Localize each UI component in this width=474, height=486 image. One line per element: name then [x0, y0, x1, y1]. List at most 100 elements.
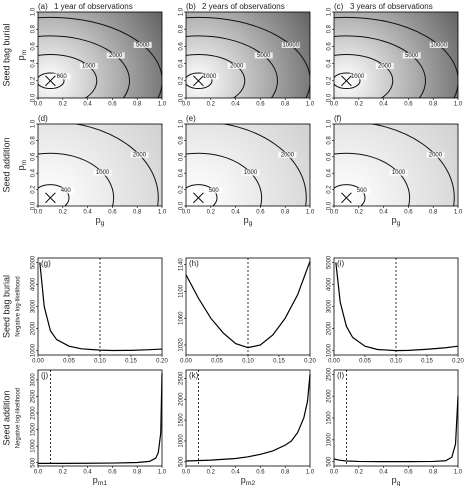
y-tick-label: 0.0 — [31, 201, 37, 210]
y-axis-label-sub: m — [21, 49, 28, 55]
heatmap — [38, 124, 162, 206]
x-tick-label: 0.20 — [452, 359, 464, 365]
y-tick-label: 4000 — [327, 277, 333, 291]
y-tick-label: 0.2 — [179, 76, 185, 85]
y-tick-label: 0.6 — [31, 152, 37, 161]
panel-label: (i) — [337, 259, 344, 268]
y-tick-label: 0.8 — [31, 24, 37, 33]
x-tick-label: 0.8 — [281, 210, 290, 216]
frame — [185, 11, 311, 99]
x-tick-label: 0.8 — [281, 102, 290, 108]
x-tick-label: 0.05 — [63, 359, 75, 365]
contour-label: 1000 — [392, 170, 406, 176]
x-tick-label: 0.6 — [256, 470, 265, 476]
x-axis-label-base: p — [392, 475, 397, 485]
heatmap — [186, 124, 310, 206]
x-tick-label: 0.2 — [355, 102, 364, 108]
contour-line — [38, 184, 70, 206]
contour-label-bg — [130, 151, 149, 158]
contour-label-bg — [56, 187, 75, 194]
curve — [39, 262, 163, 352]
panel-label: (k) — [189, 371, 199, 380]
panel-title: 1 year of observations — [54, 2, 133, 11]
contour-label-bg — [389, 169, 408, 176]
x-axis-label-sub: g — [397, 480, 401, 486]
x-tick-label: 0.10 — [390, 359, 402, 365]
y-tick-label: 0.8 — [327, 136, 333, 145]
y-tick-label: 0.8 — [31, 136, 37, 145]
contour-label-bg — [281, 41, 300, 48]
contour-line — [186, 16, 310, 98]
y-tick-label: 1500 — [179, 413, 185, 427]
y-tick-label: 2000 — [31, 406, 37, 420]
x-tick-label: 1.0 — [454, 102, 463, 108]
y-axis-label-base: p — [16, 55, 26, 60]
y-tick-label: 1020 — [179, 338, 185, 352]
curve — [335, 262, 459, 352]
contour-label-bg — [52, 73, 71, 80]
contour-label: 2000 — [109, 53, 123, 59]
x-axis-label: pg — [244, 215, 253, 226]
x-tick-label: 0.4 — [83, 210, 92, 216]
x-tick-label: 1.0 — [158, 470, 167, 476]
y-tick-label: 0.0 — [31, 93, 37, 102]
x-tick-label: 1.0 — [158, 102, 167, 108]
contour-label-bg — [79, 62, 98, 69]
panel-title: 2 years of observations — [202, 2, 285, 11]
panel-label: (f) — [334, 114, 342, 123]
x-tick-label: 1.0 — [454, 470, 463, 476]
y-tick-label: 0.6 — [327, 152, 333, 161]
x-tick-label: 0.15 — [273, 359, 285, 365]
frame — [333, 11, 459, 99]
y-tick-label: 2000 — [31, 321, 37, 335]
x-tick-label: 0.0 — [182, 210, 191, 216]
panel-label: (c) — [334, 2, 344, 11]
x-tick-label: 0.05 — [359, 359, 371, 365]
contour-line — [221, 124, 307, 206]
marker — [341, 192, 352, 204]
x-tick-label: 0.6 — [256, 102, 265, 108]
frame — [37, 369, 163, 467]
y-tick-label: 0.4 — [327, 168, 333, 177]
y-tick-label: 1140 — [179, 258, 185, 272]
x-tick-label: 0.8 — [133, 210, 142, 216]
x-tick-label: 0.6 — [404, 102, 413, 108]
x-axis-label-base: p — [96, 215, 101, 225]
contour-line — [334, 53, 394, 98]
contour-line — [334, 35, 426, 98]
y-tick-label: 1100 — [179, 284, 185, 298]
plot-area — [38, 370, 162, 466]
y-tick-label: 0.4 — [179, 59, 185, 68]
contour-label-bg — [278, 151, 297, 158]
y-tick-label: 0.2 — [327, 185, 333, 194]
x-axis-label-sub: g — [101, 220, 105, 227]
panel-label: (b) — [186, 2, 196, 11]
contour-line — [38, 35, 130, 98]
contour-label-bg — [348, 73, 367, 80]
y-tick-label: 2000 — [327, 321, 333, 335]
x-tick-label: 0.0 — [182, 470, 191, 476]
contour-label: 5000 — [257, 53, 271, 59]
y-tick-label: 0.6 — [179, 42, 185, 51]
frame — [37, 11, 163, 99]
x-tick-label: 1.0 — [306, 210, 315, 216]
x-axis-label-base: p — [241, 475, 246, 485]
row-label: Seed bag burial — [1, 23, 11, 86]
contour-label: 600 — [57, 74, 68, 80]
y-tick-label: 0.2 — [31, 185, 37, 194]
contour-label-bg — [426, 151, 445, 158]
y-tick-label: 1.0 — [327, 7, 333, 16]
y-tick-label: 500 — [31, 457, 37, 468]
panel-label: (e) — [186, 114, 196, 123]
curve — [333, 396, 459, 463]
x-tick-label: 0.00 — [328, 359, 340, 365]
x-axis-label-base: p — [93, 475, 98, 485]
panel-label: (l) — [337, 371, 344, 380]
y-tick-label: 0.0 — [327, 201, 333, 210]
x-tick-label: 0.0 — [182, 102, 191, 108]
y-tick-label: 0.8 — [179, 24, 185, 33]
x-tick-label: 0.4 — [231, 102, 240, 108]
contour-label-bg — [204, 187, 223, 194]
contour-line — [334, 72, 361, 90]
contour-line — [38, 72, 65, 90]
